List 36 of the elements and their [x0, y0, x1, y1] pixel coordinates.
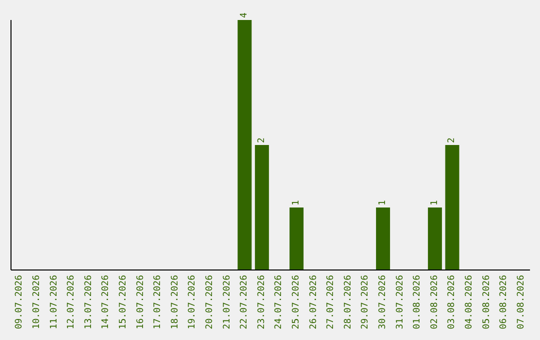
x-tick-label: 24.07.2026: [274, 275, 284, 330]
x-tick-label: 22.07.2026: [240, 275, 250, 330]
x-tick-label: 31.07.2026: [395, 275, 406, 330]
x-tick-label: 15.07.2026: [118, 275, 128, 330]
x-tick-label: 26.07.2026: [308, 275, 319, 330]
x-tick-label: 17.07.2026: [153, 275, 164, 330]
x-tick-label: 30.07.2026: [378, 275, 388, 330]
x-tick-label: 10.07.2026: [32, 275, 42, 330]
x-tick-label: 14.07.2026: [101, 275, 112, 330]
x-tick-label: 06.08.2026: [499, 275, 510, 330]
x-tick-label: 25.07.2026: [291, 275, 302, 330]
x-tick-label: 19.07.2026: [188, 275, 198, 330]
data-label: 2: [256, 138, 267, 143]
data-label: 2: [447, 138, 458, 143]
x-tick-label: 20.07.2026: [204, 275, 215, 330]
x-tick-label: 12.07.2026: [66, 275, 77, 330]
x-tick-label: 18.07.2026: [170, 275, 180, 330]
x-tick-label: 13.07.2026: [84, 275, 94, 330]
x-tick-label: 09.07.2026: [14, 275, 25, 330]
data-label: 4: [240, 12, 250, 18]
x-tick-label: 29.07.2026: [360, 275, 371, 330]
x-tick-label: 05.08.2026: [482, 275, 492, 330]
x-tick-label: 11.07.2026: [49, 275, 60, 330]
x-tick-label: 27.07.2026: [326, 275, 336, 330]
data-label: 1: [430, 200, 440, 206]
x-tick-label: 16.07.2026: [136, 275, 146, 330]
x-tick-label: 21.07.2026: [222, 275, 232, 330]
x-tick-label: 04.08.2026: [464, 275, 474, 330]
data-label: 1: [292, 200, 302, 206]
x-tick-label: 28.07.2026: [343, 275, 354, 330]
x-tick-label: 02.08.2026: [430, 275, 440, 330]
x-tick-label: 01.08.2026: [412, 275, 423, 330]
x-tick-label: 07.08.2026: [516, 275, 526, 330]
x-tick-label: 23.07.2026: [256, 275, 267, 330]
data-label: 1: [378, 200, 388, 206]
x-tick-label: 03.08.2026: [447, 275, 458, 330]
